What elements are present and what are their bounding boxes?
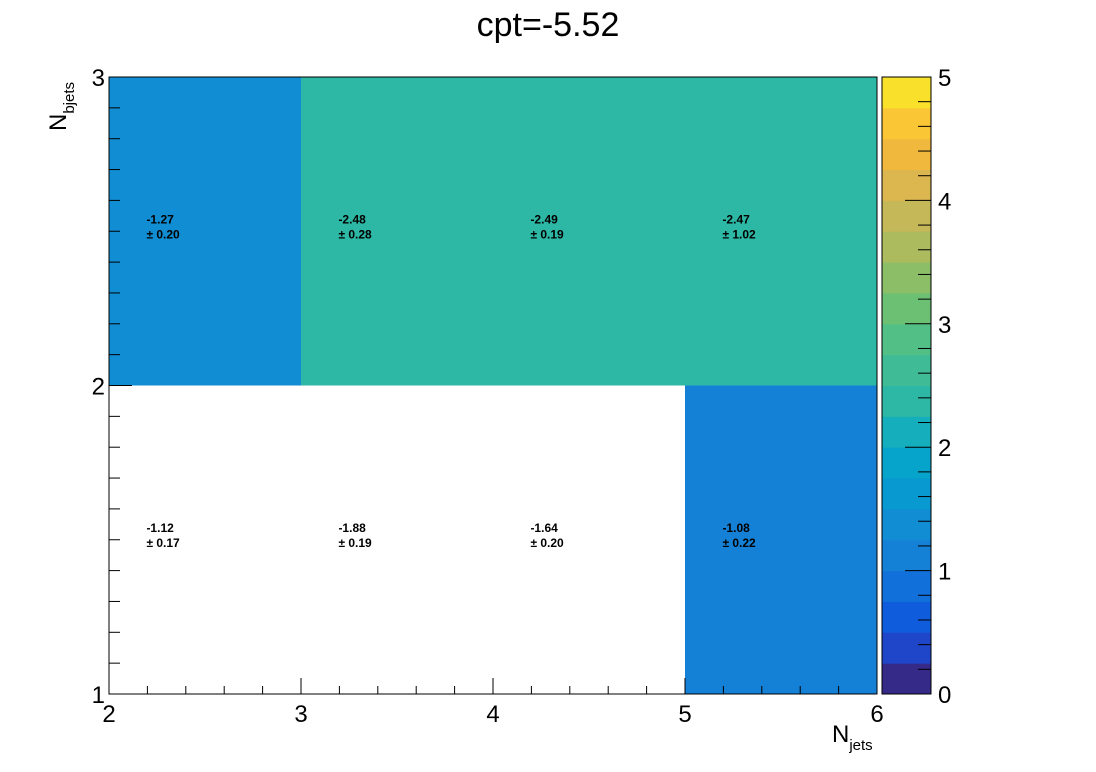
colorbar-tick-label: 3 (938, 312, 951, 339)
x-axis-label: Njets (832, 721, 873, 754)
colorbar-band (882, 231, 931, 263)
heatmap-cell (493, 77, 685, 386)
colorbar-band (882, 447, 931, 479)
colorbar-band (882, 385, 931, 417)
heatmap-cell (109, 385, 301, 694)
colorbar-band (882, 292, 931, 325)
colorbar-band (882, 539, 931, 572)
cell-error-label: ± 0.20 (530, 536, 564, 550)
x-tick-label: 6 (870, 701, 883, 728)
x-axis-label-main: N (832, 721, 849, 748)
x-tick-label: 5 (678, 701, 691, 728)
cell-error-label: ± 0.19 (338, 536, 372, 550)
heatmap-cell (493, 385, 685, 694)
x-axis-label-sub: jets (848, 737, 872, 754)
heatmap-cell-labels: -1.12± 0.17-1.88± 0.19-1.64± 0.20-1.08± … (146, 213, 756, 550)
y-axis-label-sub: bjets (61, 82, 78, 114)
cell-error-label: ± 0.22 (722, 536, 756, 550)
heatmap-cell (685, 77, 877, 386)
x-tick-label: 2 (102, 701, 115, 728)
cell-value-label: -2.49 (530, 213, 558, 227)
colorbar-band (882, 138, 931, 171)
heatmap-cell (301, 385, 493, 694)
colorbar-band (882, 570, 931, 602)
y-tick-label: 1 (92, 682, 105, 709)
cell-value-label: -1.88 (338, 521, 366, 535)
colorbar-tick-label: 2 (938, 435, 951, 462)
cell-error-label: ± 0.17 (146, 536, 180, 550)
y-tick-label: 2 (92, 374, 105, 401)
colorbar-band (882, 601, 931, 633)
chart-title: cpt=-5.52 (477, 6, 620, 44)
colorbar-band (882, 262, 931, 294)
colorbar-tick-label: 4 (938, 188, 951, 215)
cell-error-label: ± 0.19 (530, 228, 564, 242)
cell-value-label: -2.47 (722, 213, 750, 227)
colorbar-band (882, 416, 931, 448)
y-axis-label: Nbjets (45, 82, 78, 131)
colorbar-band (882, 107, 931, 140)
x-tick-label: 3 (294, 701, 307, 728)
x-axis: 2 3 4 5 6 (102, 678, 884, 728)
heatmap-cell (109, 77, 301, 386)
y-axis: 1 2 3 (92, 65, 132, 709)
cell-value-label: -1.27 (146, 213, 174, 227)
colorbar-band (882, 663, 931, 695)
x-tick-label: 4 (486, 701, 499, 728)
cell-value-label: -2.48 (338, 213, 366, 227)
cell-value-label: -1.64 (530, 521, 558, 535)
colorbar-tick-label: 5 (938, 65, 951, 92)
cell-error-label: ± 0.28 (338, 228, 372, 242)
y-axis-label-main: N (45, 114, 72, 131)
heatmap-cell (301, 77, 493, 386)
colorbar-band (882, 632, 931, 664)
colorbar-band (882, 169, 931, 201)
colorbar: 0 1 2 3 4 5 (881, 65, 951, 709)
colorbar-band (882, 77, 931, 109)
cell-error-label: ± 1.02 (722, 228, 756, 242)
colorbar-band (882, 478, 931, 510)
cell-value-label: -1.08 (722, 521, 750, 535)
colorbar-band (882, 354, 931, 386)
colorbar-band (882, 508, 931, 541)
heatmap-cell (685, 385, 877, 694)
colorbar-band (882, 323, 931, 356)
colorbar-tick-label: 1 (938, 559, 951, 586)
heatmap-cells (109, 77, 877, 694)
colorbar-band (882, 200, 931, 232)
cell-error-label: ± 0.20 (146, 228, 180, 242)
cell-value-label: -1.12 (146, 521, 174, 535)
colorbar-tick-label: 0 (938, 682, 951, 709)
y-tick-label: 3 (92, 65, 105, 92)
